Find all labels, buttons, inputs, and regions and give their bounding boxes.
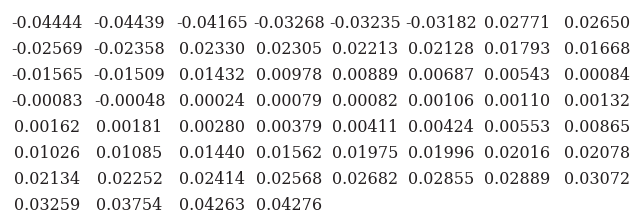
- Text: 0.01562: 0.01562: [257, 145, 322, 162]
- Text: 0.02213: 0.02213: [332, 41, 398, 58]
- Text: 0.00687: 0.00687: [408, 67, 474, 84]
- Text: -0.03182: -0.03182: [405, 15, 477, 32]
- Text: -0.00083: -0.00083: [11, 93, 83, 110]
- Text: 0.02568: 0.02568: [257, 171, 322, 188]
- Text: 0.02889: 0.02889: [484, 171, 550, 188]
- Text: 0.01440: 0.01440: [179, 145, 245, 162]
- Text: 0.01793: 0.01793: [483, 41, 550, 58]
- Text: 0.00084: 0.00084: [564, 67, 630, 84]
- Text: 0.01996: 0.01996: [408, 145, 475, 162]
- Text: 0.00024: 0.00024: [179, 93, 245, 110]
- Text: 0.00162: 0.00162: [15, 119, 80, 136]
- Text: 0.01026: 0.01026: [15, 145, 80, 162]
- Text: 0.00079: 0.00079: [257, 93, 322, 110]
- Text: 0.01085: 0.01085: [97, 145, 162, 162]
- Text: 0.00889: 0.00889: [332, 67, 398, 84]
- Text: 0.03754: 0.03754: [97, 197, 162, 210]
- Text: 0.02252: 0.02252: [97, 171, 162, 188]
- Text: 0.00181: 0.00181: [97, 119, 162, 136]
- Text: 0.02016: 0.02016: [484, 145, 550, 162]
- Text: 0.01432: 0.01432: [179, 67, 245, 84]
- Text: 0.02682: 0.02682: [332, 171, 398, 188]
- Text: 0.02330: 0.02330: [179, 41, 245, 58]
- Text: -0.04165: -0.04165: [176, 15, 248, 32]
- Text: -0.01565: -0.01565: [11, 67, 83, 84]
- Text: 0.00411: 0.00411: [332, 119, 398, 136]
- Text: 0.00379: 0.00379: [257, 119, 322, 136]
- Text: 0.04263: 0.04263: [179, 197, 245, 210]
- Text: 0.02305: 0.02305: [257, 41, 322, 58]
- Text: 0.02128: 0.02128: [408, 41, 474, 58]
- Text: 0.00553: 0.00553: [484, 119, 550, 136]
- Text: 0.00132: 0.00132: [564, 93, 630, 110]
- Text: 0.00543: 0.00543: [484, 67, 550, 84]
- Text: -0.03235: -0.03235: [329, 15, 401, 32]
- Text: -0.02358: -0.02358: [94, 41, 166, 58]
- Text: 0.00424: 0.00424: [408, 119, 474, 136]
- Text: 0.02650: 0.02650: [564, 15, 630, 32]
- Text: 0.03072: 0.03072: [564, 171, 630, 188]
- Text: -0.04444: -0.04444: [12, 15, 83, 32]
- Text: 0.02855: 0.02855: [408, 171, 474, 188]
- Text: 0.02078: 0.02078: [564, 145, 630, 162]
- Text: -0.04439: -0.04439: [94, 15, 166, 32]
- Text: 0.02134: 0.02134: [15, 171, 80, 188]
- Text: 0.00865: 0.00865: [564, 119, 630, 136]
- Text: 0.00106: 0.00106: [408, 93, 474, 110]
- Text: -0.03268: -0.03268: [253, 15, 325, 32]
- Text: 0.02414: 0.02414: [179, 171, 245, 188]
- Text: 0.00978: 0.00978: [257, 67, 322, 84]
- Text: 0.00280: 0.00280: [179, 119, 245, 136]
- Text: 0.03259: 0.03259: [15, 197, 80, 210]
- Text: -0.01509: -0.01509: [94, 67, 166, 84]
- Text: 0.01975: 0.01975: [332, 145, 399, 162]
- Text: 0.00082: 0.00082: [332, 93, 398, 110]
- Text: 0.02771: 0.02771: [484, 15, 550, 32]
- Text: -0.02569: -0.02569: [11, 41, 83, 58]
- Text: 0.04276: 0.04276: [257, 197, 322, 210]
- Text: -0.00048: -0.00048: [94, 93, 166, 110]
- Text: 0.01668: 0.01668: [564, 41, 631, 58]
- Text: 0.00110: 0.00110: [484, 93, 550, 110]
